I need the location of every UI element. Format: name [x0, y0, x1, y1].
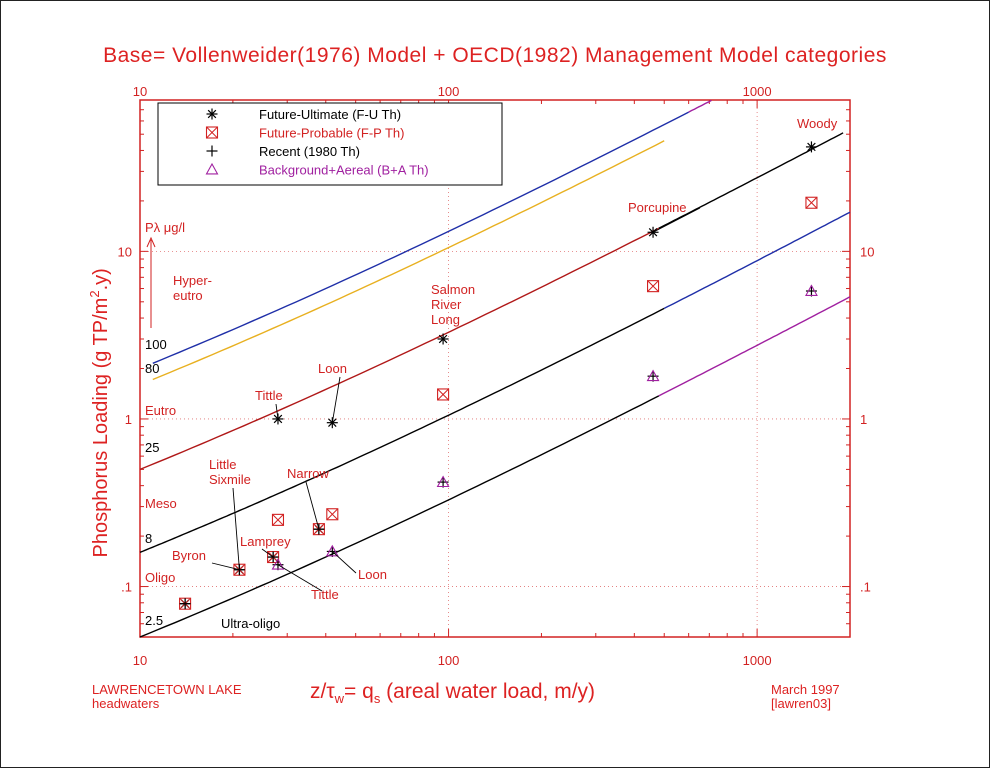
model-line-p8 — [139, 471, 327, 553]
arrow-head-icon — [146, 236, 156, 248]
legend-item-label: Future-Ultimate (F-U Th) — [259, 107, 401, 122]
lake-label-long: Long — [431, 312, 460, 327]
lake-label-little: Little — [209, 457, 236, 472]
leader-line — [277, 564, 323, 592]
zone-meso: Meso — [145, 496, 177, 511]
y-tick-label: 10 — [118, 244, 132, 259]
lake-label-byron: Byron — [172, 548, 206, 563]
model-line-p8 — [325, 307, 665, 474]
model-line-p2.5 — [658, 296, 851, 397]
y-tick-label-right: 10 — [860, 244, 874, 259]
x-label-qs: = q — [344, 680, 374, 703]
model-line-p25 — [139, 227, 660, 471]
zone-hyper: Hyper- — [173, 273, 212, 288]
line-label-2-5: 2.5 — [145, 613, 163, 628]
x-tick-label: 100 — [438, 653, 460, 668]
point-asterisk — [437, 333, 449, 345]
model-line-p80 — [152, 140, 665, 381]
point-plus — [805, 285, 817, 297]
point-plus — [647, 370, 659, 382]
x-tick-label: 10 — [133, 653, 147, 668]
legend-item-label: Future-Probable (F-P Th) — [259, 126, 404, 141]
lake-label-loon-top: Loon — [318, 361, 347, 376]
point-triangle — [436, 475, 450, 488]
line-label-80: 80 — [145, 361, 159, 376]
x-label-tau: τ — [326, 680, 335, 703]
point-triangle — [646, 369, 660, 382]
x-tick-label-top: 100 — [438, 84, 460, 99]
footer-right-line2: [lawren03] — [771, 696, 831, 711]
x-label-tail: (areal water load, m/y) — [380, 680, 596, 703]
point-triangle — [805, 284, 818, 296]
footer-left-line1: LAWRENCETOWN LAKE — [92, 682, 242, 697]
footer-right-line1: March 1997 — [771, 682, 840, 697]
line-label-100: 100 — [145, 337, 167, 352]
lake-label-salmon: Salmon — [431, 282, 475, 297]
y-tick-label-right: 1 — [860, 412, 867, 427]
lake-label-narrow: Narrow — [287, 466, 330, 481]
point-triangle — [325, 544, 339, 557]
legend-item-label: Recent (1980 Th) — [259, 144, 360, 159]
leader-line — [211, 562, 240, 571]
x-tick-label-top: 10 — [133, 84, 147, 99]
zone-oligo: Oligo — [145, 570, 175, 585]
legend-marker-triangle — [205, 162, 219, 175]
point-boxx — [326, 508, 339, 521]
footer-right: March 1997 [lawren03] — [771, 683, 840, 711]
lake-label-lamprey: Lamprey — [240, 534, 291, 549]
leader-line — [232, 487, 240, 570]
point-plus — [437, 476, 449, 488]
model-line-p100 — [152, 111, 690, 364]
lake-label-tittle-top: Tittle — [255, 388, 283, 403]
legend-marker-boxx — [205, 126, 219, 139]
legend-marker-asterisk — [206, 108, 218, 120]
x-label-sub-s: s — [373, 691, 381, 707]
chart-title: Base= Vollenweider(1976) Model + OECD(19… — [103, 44, 887, 67]
x-label-sub-w: w — [334, 691, 345, 707]
lake-label-sixmile: Sixmile — [209, 472, 251, 487]
point-boxx — [805, 196, 818, 209]
lake-label-loon-bottom: Loon — [358, 567, 387, 582]
leader-line — [275, 403, 279, 420]
concentration-label: Pλ μg/l — [145, 220, 185, 235]
x-tick-label: 1000 — [743, 653, 772, 668]
legend-item-label: Background+Aereal (B+A Th) — [259, 163, 429, 178]
point-boxx — [647, 280, 660, 293]
lake-label-river: River — [431, 297, 462, 312]
legend-marker-plus — [206, 145, 218, 157]
point-boxx — [437, 388, 450, 401]
model-line-p2.5 — [139, 395, 660, 638]
lake-label-tittle-bottom: Tittle — [311, 587, 339, 602]
leader-line — [331, 376, 341, 423]
leader-line — [261, 548, 274, 558]
point-triangle — [271, 558, 285, 570]
x-tick-label-top: 1000 — [743, 84, 772, 99]
line-label-8: 8 — [145, 531, 152, 546]
y-tick-label-right: .1 — [860, 580, 871, 595]
model-line-p25 — [658, 132, 844, 229]
footer-left: LAWRENCETOWN LAKE headwaters — [92, 683, 242, 711]
model-line-p100 — [688, 99, 712, 113]
model-line-p8 — [663, 211, 851, 310]
point-plus — [179, 598, 191, 610]
zone-eutro: Eutro — [145, 403, 176, 418]
leader-line — [332, 551, 357, 574]
y-tick-label: .1 — [121, 580, 132, 595]
y-tick-label: 1 — [125, 412, 132, 427]
lake-label-porcupine: Porcupine — [628, 200, 687, 215]
lake-label-woody: Woody — [797, 116, 838, 131]
point-boxx — [271, 513, 285, 526]
x-label-part: z/ — [310, 680, 327, 703]
zone-ultra-oligo: Ultra-oligo — [221, 616, 280, 631]
x-axis-label: z/τw= qs (areal water load, m/y) — [310, 680, 595, 706]
line-label-25: 25 — [145, 440, 159, 455]
footer-left-line2: headwaters — [92, 696, 160, 711]
point-asterisk — [805, 141, 817, 153]
leader-line — [652, 207, 701, 233]
leader-line — [305, 481, 320, 530]
zone-hyper-eutro: eutro — [173, 288, 203, 303]
